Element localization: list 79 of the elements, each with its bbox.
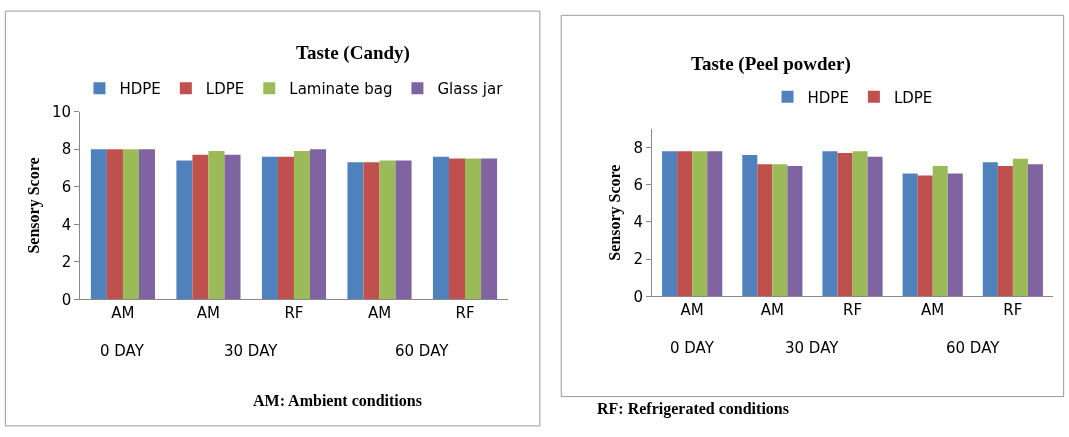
bar [310, 149, 327, 300]
bar [707, 151, 723, 297]
y-tick-label: 0 [61, 290, 72, 309]
text: 0 DAY [100, 342, 145, 360]
y-tick-label: 8 [633, 138, 644, 157]
legend-label: Glass jar [437, 80, 504, 99]
bar [1027, 164, 1043, 297]
bar [852, 151, 868, 297]
bar [395, 160, 412, 300]
bar [347, 162, 364, 300]
text: 30 DAY [785, 339, 840, 357]
bar [138, 149, 156, 300]
bar [293, 151, 311, 300]
y-axis-title: Sensory Score [606, 164, 625, 261]
bar [261, 156, 278, 300]
chart-title: Taste (Candy) [296, 42, 410, 64]
bar [837, 153, 853, 297]
x-tick-label: AM [760, 301, 784, 320]
bar [176, 160, 193, 300]
bar [90, 149, 107, 300]
text: 60 DAY [946, 339, 1001, 357]
bar [662, 151, 678, 297]
legend-label: HDPE [119, 80, 161, 99]
bar [772, 164, 788, 297]
bar [1012, 158, 1028, 297]
bar [208, 151, 225, 300]
y-tick-label: 4 [61, 215, 72, 234]
x-tick-label: AM [367, 304, 392, 323]
bar [932, 166, 948, 297]
x-tick-label: RF [455, 304, 475, 323]
bar [481, 158, 498, 300]
text: 60 DAY [395, 342, 450, 360]
bar [465, 158, 482, 300]
y-tick-label: 0 [633, 287, 644, 306]
bar [787, 166, 803, 297]
bar [742, 154, 758, 297]
bar [677, 151, 693, 297]
bar [379, 160, 396, 300]
bar [192, 154, 209, 300]
legend-label: LDPE [893, 88, 933, 107]
x-tick-label: RF [843, 301, 863, 320]
bar [947, 173, 963, 297]
legend-label: HDPE [807, 88, 849, 107]
y-tick-label: 10 [52, 102, 72, 121]
bar [917, 175, 933, 297]
bar [997, 166, 1013, 297]
bar [224, 154, 241, 300]
bar [982, 162, 998, 297]
bar [277, 156, 294, 300]
bar [867, 156, 883, 297]
bar [448, 158, 466, 300]
bar [902, 173, 918, 297]
text: AM: Ambient conditions [253, 392, 422, 409]
bar [822, 151, 838, 297]
bar [122, 149, 139, 300]
x-tick-label: AM [111, 304, 135, 323]
x-tick-label: AM [196, 304, 221, 323]
bar [432, 156, 449, 300]
bar [692, 151, 708, 297]
bar [106, 149, 123, 300]
bar [757, 164, 773, 297]
bar [363, 162, 380, 300]
legend-label: Laminate bag [289, 80, 393, 99]
x-tick-label: RF [284, 304, 304, 323]
text: RF: Refrigerated conditions [597, 400, 789, 418]
chart-title: Taste (Peel powder) [691, 53, 851, 75]
y-tick-label: 2 [633, 250, 644, 269]
y-tick-label: 8 [61, 140, 72, 159]
x-tick-label: AM [921, 301, 945, 320]
y-tick-label: 2 [61, 253, 72, 272]
text: 0 DAY [670, 339, 715, 357]
x-tick-label: AM [680, 301, 704, 320]
y-axis-title: Sensory Score [24, 157, 43, 254]
y-tick-label: 6 [61, 177, 72, 196]
legend-label: LDPE [205, 80, 245, 99]
text: 30 DAY [224, 342, 279, 360]
y-tick-label: 4 [633, 213, 644, 232]
y-tick-label: 6 [633, 175, 644, 194]
x-tick-label: RF [1003, 301, 1023, 320]
